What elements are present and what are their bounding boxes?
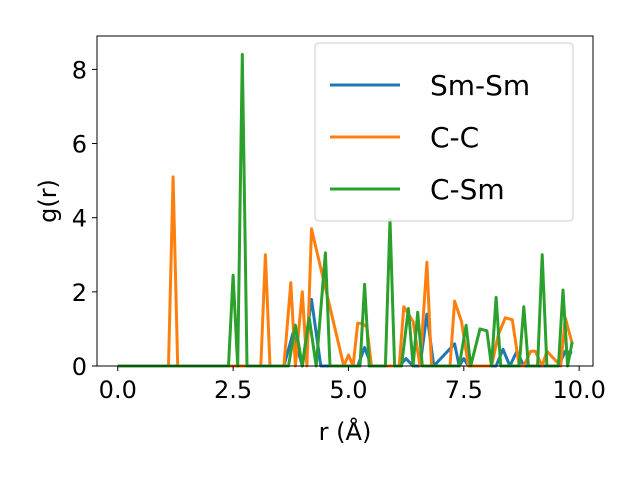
legend-label: C-C — [430, 121, 479, 154]
y-tick-label: 6 — [72, 131, 87, 159]
y-axis-label: g(r) — [34, 179, 62, 223]
x-axis-label: r (Å) — [319, 417, 372, 446]
y-tick-label: 2 — [72, 279, 87, 307]
x-tick-label: 10.0 — [552, 376, 605, 404]
y-tick-label: 8 — [72, 56, 87, 84]
y-axis: 0 2 4 6 8 — [72, 56, 97, 381]
y-tick-label: 4 — [72, 205, 87, 233]
legend-label: C-Sm — [430, 173, 505, 206]
legend: Sm-Sm C-C C-Sm — [314, 42, 574, 222]
x-tick-label: 2.5 — [214, 376, 252, 404]
y-tick-label: 0 — [72, 353, 87, 381]
legend-label: Sm-Sm — [430, 69, 530, 102]
axes-frame — [96, 35, 594, 367]
series-line-sm-sm — [117, 297, 573, 368]
x-tick-label: 0.0 — [99, 376, 137, 404]
x-axis: 0.0 2.5 5.0 7.5 10.0 — [99, 366, 606, 404]
x-tick-label: 5.0 — [329, 376, 367, 404]
legend-box — [314, 42, 574, 222]
x-tick-label: 7.5 — [445, 376, 483, 404]
